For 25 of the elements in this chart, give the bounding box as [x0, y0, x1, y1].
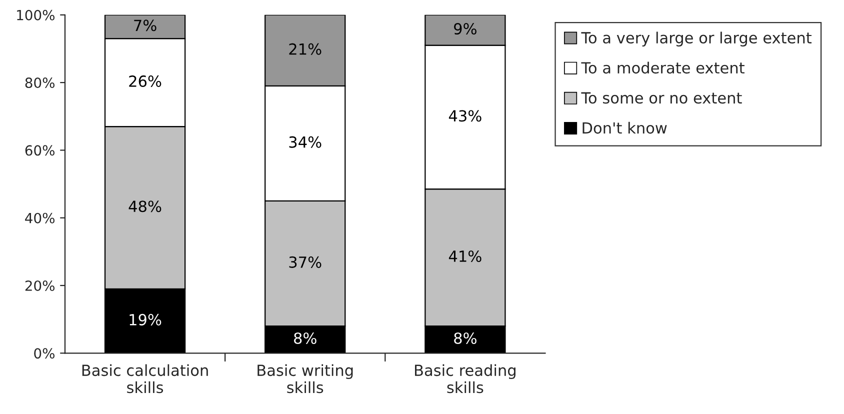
data-label: 41% [448, 250, 482, 262]
y-tick-label: 100% [17, 10, 54, 20]
data-label: 9% [454, 23, 476, 35]
data-label: 48% [128, 200, 162, 212]
legend-label: To a very large or large extent [581, 32, 812, 46]
x-tick-label: Basic reading skills [415, 364, 516, 394]
data-label: 19% [130, 314, 162, 326]
data-label: 43% [448, 110, 482, 122]
data-label: 34% [289, 136, 322, 148]
legend-label: Don't know [582, 122, 667, 134]
y-tick-label: 0% [34, 348, 54, 359]
data-label: 7% [134, 20, 156, 32]
x-tick-label: Basic writing skills [258, 364, 353, 394]
y-tick-label: 20% [25, 280, 54, 291]
data-label: 21% [289, 43, 322, 55]
legend-label: To a moderate extent [581, 62, 744, 74]
data-label: 26% [129, 75, 162, 87]
y-tick-label: 40% [25, 212, 54, 224]
data-label: 8% [454, 332, 476, 344]
data-label: 8% [294, 332, 316, 344]
x-tick-label: Basic calculation skills [82, 364, 208, 394]
data-label: 37% [289, 256, 322, 268]
legend-label: To some or no extent [581, 92, 742, 104]
y-tick-label: 60% [25, 145, 54, 156]
y-tick-label: 80% [25, 78, 54, 88]
